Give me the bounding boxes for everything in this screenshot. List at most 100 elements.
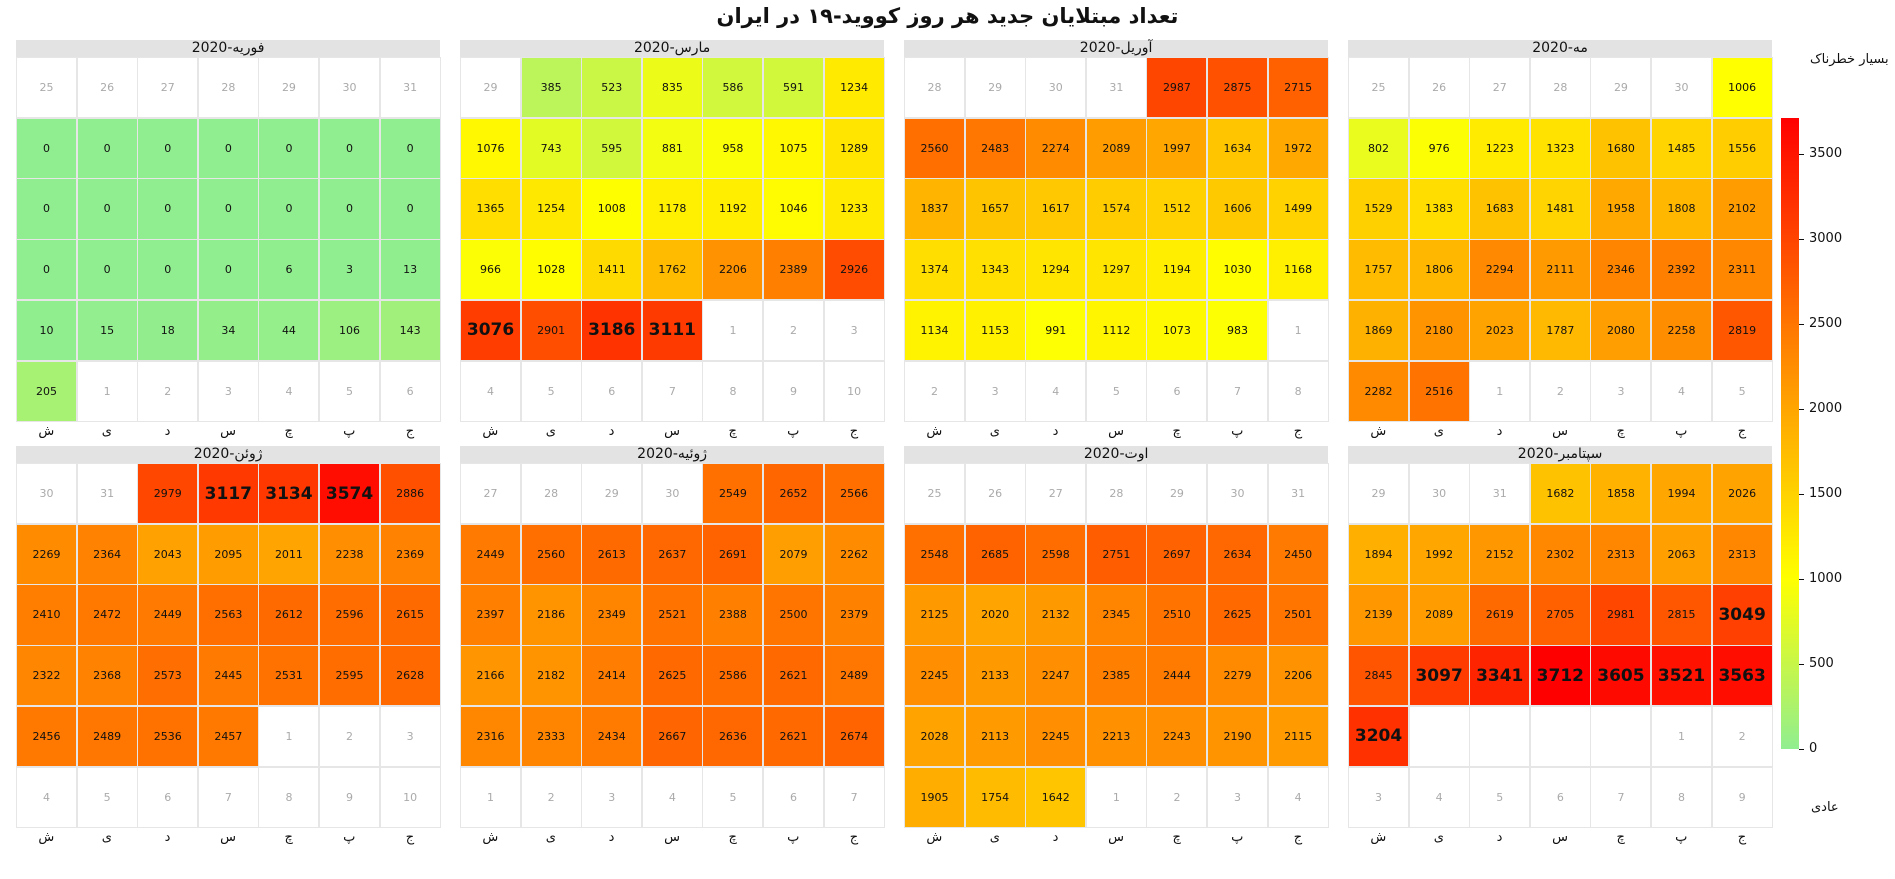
heatmap-cell: 1192 xyxy=(702,178,764,240)
other-month-day: 31 xyxy=(76,463,138,525)
heatmap-cell: 1657 xyxy=(964,178,1026,240)
heatmap-cell: 0 xyxy=(137,117,199,179)
heatmap-cell: 835 xyxy=(641,57,703,119)
weekday-label: س xyxy=(664,424,681,440)
heatmap-cell: 2258 xyxy=(1651,299,1713,361)
heatmap-cell: 2445 xyxy=(197,645,259,707)
heatmap-cell: 1642 xyxy=(1025,766,1087,828)
heatmap-cell: 2615 xyxy=(379,584,441,646)
weekday-label: ی xyxy=(1433,830,1444,846)
other-month-day: 27 xyxy=(1469,57,1531,119)
heatmap-cell: 1323 xyxy=(1529,117,1591,179)
heatmap-cell: 1485 xyxy=(1651,117,1713,179)
heatmap-cell: 2548 xyxy=(904,523,966,585)
other-month-day xyxy=(1469,705,1531,767)
other-month-day: 30 xyxy=(641,463,703,525)
heatmap-cell: 2333 xyxy=(520,705,582,767)
heatmap-cell: 2674 xyxy=(823,705,885,767)
heatmap-cell: 2819 xyxy=(1711,299,1773,361)
colorbar-tick-label: 0 xyxy=(1809,741,1818,756)
heatmap-cell: 3076 xyxy=(460,299,522,361)
heatmap-cell: 1411 xyxy=(581,239,643,301)
heatmap-cell: 2667 xyxy=(641,705,703,767)
colorbar xyxy=(1781,118,1799,749)
heatmap-cell: 3134 xyxy=(258,463,320,525)
heatmap-cell: 0 xyxy=(379,117,441,179)
heatmap-cell: 586 xyxy=(702,57,764,119)
other-month-day: 1 xyxy=(702,299,764,361)
heatmap-cell: 2063 xyxy=(1651,523,1713,585)
heatmap-cell: 2521 xyxy=(641,584,703,646)
other-month-day: 5 xyxy=(1469,766,1531,828)
heatmap-cell: 0 xyxy=(379,178,441,240)
heatmap-cell: 2500 xyxy=(763,584,825,646)
heatmap-cell: 2472 xyxy=(76,584,138,646)
heatmap-cell: 2166 xyxy=(460,645,522,707)
month-panel: مارس-2020 29 385 523 835 586 591 1234 1076 743 595… xyxy=(460,40,885,443)
heatmap-cell: 0 xyxy=(137,239,199,301)
heatmap-cell: 1343 xyxy=(964,239,1026,301)
heatmap-cell: 2294 xyxy=(1469,239,1531,301)
other-month-day: 3 xyxy=(964,360,1026,422)
heatmap-cell: 2313 xyxy=(1590,523,1652,585)
heatmap-cell: 2322 xyxy=(16,645,78,707)
heatmap-cell: 1223 xyxy=(1469,117,1531,179)
heatmap-cell: 2625 xyxy=(641,645,703,707)
other-month-day xyxy=(1529,705,1591,767)
heatmap-cell: 2573 xyxy=(137,645,199,707)
weekday-label: ی xyxy=(101,424,112,440)
weekday-label: د xyxy=(1496,830,1503,846)
heatmap-cell: 2634 xyxy=(1207,523,1269,585)
other-month-day: 27 xyxy=(137,57,199,119)
heatmap-cell: 2598 xyxy=(1025,523,1087,585)
heatmap-cell: 3204 xyxy=(1348,705,1410,767)
other-month-day: 2 xyxy=(520,766,582,828)
heatmap-cell: 2345 xyxy=(1085,584,1147,646)
heatmap-cell: 15 xyxy=(76,299,138,361)
heatmap-cell: 2113 xyxy=(964,705,1026,767)
heatmap-cell: 2243 xyxy=(1146,705,1208,767)
weekday-label: پ xyxy=(1675,830,1688,846)
other-month-day: 5 xyxy=(76,766,138,828)
other-month-day: 30 xyxy=(1651,57,1713,119)
heatmap-cell: 2247 xyxy=(1025,645,1087,707)
other-month-day: 1 xyxy=(1085,766,1147,828)
heatmap-cell: 2815 xyxy=(1651,584,1713,646)
heatmap-cell: 385 xyxy=(520,57,582,119)
other-month-day: 26 xyxy=(76,57,138,119)
other-month-day: 29 xyxy=(460,57,522,119)
heatmap-cell: 1958 xyxy=(1590,178,1652,240)
other-month-day: 2 xyxy=(319,705,381,767)
heatmap-cell: 2349 xyxy=(581,584,643,646)
heatmap-cell: 1787 xyxy=(1529,299,1591,361)
other-month-day: 1 xyxy=(1651,705,1713,767)
colorbar-tick-label: 3500 xyxy=(1809,146,1843,162)
colorbar-tick-mark xyxy=(1799,324,1804,326)
heatmap-cell: 2563 xyxy=(197,584,259,646)
heatmap-cell: 1556 xyxy=(1711,117,1773,179)
heatmap-cell: 2751 xyxy=(1085,523,1147,585)
heatmap-cell: 0 xyxy=(319,117,381,179)
weekday-label: س xyxy=(1552,830,1569,846)
weekday-label: س xyxy=(1108,424,1125,440)
heatmap-cell: 1076 xyxy=(460,117,522,179)
heatmap-cell: 2981 xyxy=(1590,584,1652,646)
other-month-day: 29 xyxy=(1348,463,1410,525)
weekday-label: ش xyxy=(1370,830,1387,846)
heatmap-cell: 2410 xyxy=(16,584,78,646)
weekday-label: ش xyxy=(926,424,943,440)
heatmap-cell: 2020 xyxy=(964,584,1026,646)
weekday-label: س xyxy=(664,830,681,846)
heatmap-cell: 1606 xyxy=(1207,178,1269,240)
heatmap-cell: 0 xyxy=(258,178,320,240)
heatmap-cell: 2089 xyxy=(1408,584,1470,646)
weekday-label: ج xyxy=(1737,424,1747,440)
weekday-label: ی xyxy=(545,424,556,440)
heatmap-cell: 2566 xyxy=(823,463,885,525)
weekday-label: پ xyxy=(1231,830,1244,846)
heatmap-cell: 2364 xyxy=(76,523,138,585)
month-title: فوریه-2020 xyxy=(16,40,441,57)
heatmap-cell: 1992 xyxy=(1408,523,1470,585)
heatmap-cell: 1075 xyxy=(763,117,825,179)
heatmap-cell: 2238 xyxy=(319,523,381,585)
